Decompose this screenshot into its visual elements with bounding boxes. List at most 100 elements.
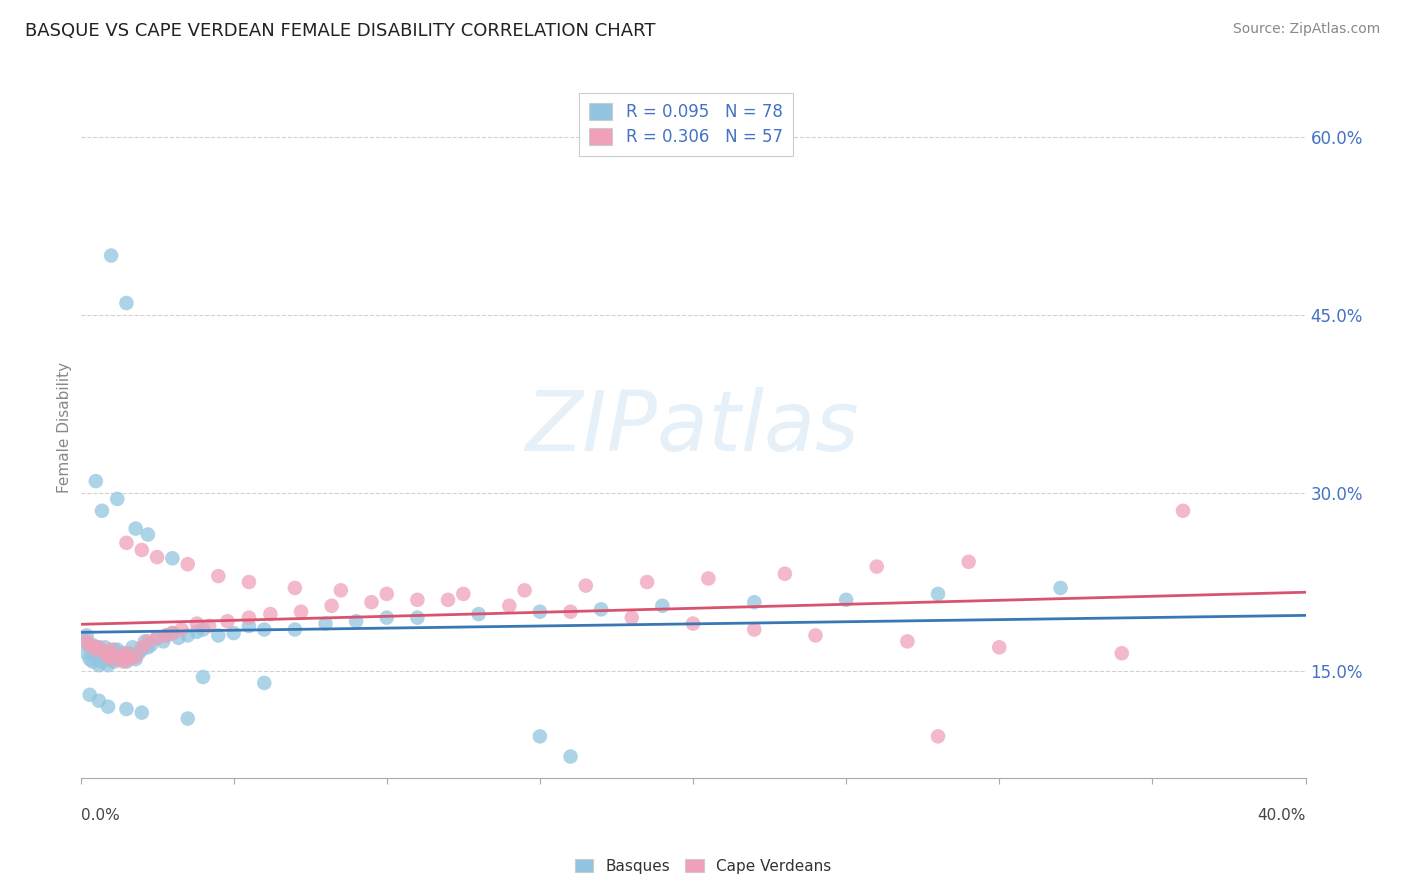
Point — [162, 626, 184, 640]
Point — [162, 551, 184, 566]
Point — [84, 649, 107, 664]
Point — [115, 649, 138, 664]
Point — [100, 642, 122, 657]
Point — [79, 652, 101, 666]
Point — [87, 694, 110, 708]
Text: ZIPatlas: ZIPatlas — [526, 387, 860, 468]
Point — [105, 491, 128, 506]
Point — [105, 642, 128, 657]
Point — [804, 628, 827, 642]
Point — [866, 559, 889, 574]
Point — [94, 649, 117, 664]
Point — [110, 652, 132, 666]
Point — [198, 619, 221, 633]
Text: 0.0%: 0.0% — [80, 808, 120, 823]
Point — [529, 730, 551, 744]
Point — [238, 574, 260, 589]
Point — [742, 623, 765, 637]
Point — [406, 592, 429, 607]
Point — [742, 595, 765, 609]
Point — [238, 610, 260, 624]
Point — [79, 688, 101, 702]
Point — [988, 640, 1011, 655]
Point — [1171, 504, 1194, 518]
Point — [575, 578, 598, 592]
Legend: R = 0.095   N = 78, R = 0.306   N = 57: R = 0.095 N = 78, R = 0.306 N = 57 — [579, 93, 793, 156]
Point — [1049, 581, 1071, 595]
Point — [94, 640, 117, 655]
Point — [529, 605, 551, 619]
Point — [259, 607, 281, 621]
Point — [115, 702, 138, 716]
Point — [253, 676, 276, 690]
Point — [315, 616, 337, 631]
Point — [217, 614, 239, 628]
Point — [222, 626, 245, 640]
Point — [131, 706, 153, 720]
Point — [560, 605, 582, 619]
Point — [927, 587, 949, 601]
Point — [84, 642, 107, 657]
Point — [513, 583, 536, 598]
Point — [284, 623, 307, 637]
Point — [321, 599, 343, 613]
Point — [186, 624, 208, 639]
Point — [131, 640, 153, 655]
Point — [591, 602, 613, 616]
Point — [207, 569, 229, 583]
Point — [76, 628, 98, 642]
Point — [121, 640, 143, 655]
Point — [344, 614, 367, 628]
Point — [375, 587, 398, 601]
Point — [82, 655, 104, 669]
Point — [957, 555, 980, 569]
Point — [146, 631, 169, 645]
Point — [191, 623, 214, 637]
Point — [105, 649, 128, 664]
Point — [87, 640, 110, 655]
Point — [128, 646, 150, 660]
Point — [79, 640, 101, 655]
Point — [110, 648, 132, 663]
Point — [155, 628, 177, 642]
Point — [498, 599, 520, 613]
Point — [100, 652, 122, 666]
Point — [87, 658, 110, 673]
Point — [437, 592, 460, 607]
Point — [170, 623, 193, 637]
Point — [76, 646, 98, 660]
Point — [124, 652, 146, 666]
Point — [91, 504, 114, 518]
Point — [290, 605, 312, 619]
Point — [697, 572, 720, 586]
Point — [97, 658, 120, 673]
Point — [103, 655, 125, 669]
Point — [115, 655, 138, 669]
Text: Source: ZipAtlas.com: Source: ZipAtlas.com — [1233, 22, 1381, 37]
Point — [103, 652, 125, 666]
Point — [97, 699, 120, 714]
Point — [76, 634, 98, 648]
Point — [115, 296, 138, 310]
Y-axis label: Female Disability: Female Disability — [58, 362, 72, 493]
Point — [177, 712, 200, 726]
Text: 40.0%: 40.0% — [1257, 808, 1306, 823]
Point — [124, 522, 146, 536]
Point — [620, 610, 643, 624]
Point — [118, 652, 141, 666]
Point — [253, 623, 276, 637]
Point — [112, 646, 135, 660]
Point — [115, 646, 138, 660]
Point — [329, 583, 352, 598]
Point — [139, 638, 162, 652]
Point — [284, 581, 307, 595]
Point — [207, 628, 229, 642]
Point — [136, 527, 159, 541]
Point — [131, 543, 153, 558]
Point — [131, 642, 153, 657]
Point — [167, 631, 190, 645]
Point — [375, 610, 398, 624]
Point — [72, 634, 94, 648]
Point — [84, 474, 107, 488]
Point — [134, 634, 156, 648]
